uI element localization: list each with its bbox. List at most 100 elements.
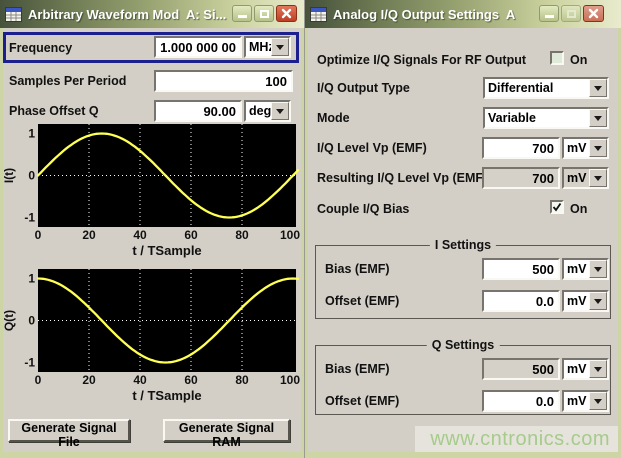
i-offset-input[interactable] bbox=[482, 290, 560, 312]
maximize-button[interactable] bbox=[561, 5, 581, 22]
iq-output-type-value: Differential bbox=[485, 79, 589, 97]
phase-unit-combo[interactable]: deg bbox=[244, 100, 291, 122]
q-bias-unit-value: mV bbox=[564, 360, 589, 378]
q-offset-unit-button[interactable] bbox=[589, 392, 607, 410]
minimize-button[interactable] bbox=[539, 5, 559, 22]
svg-text:60: 60 bbox=[184, 228, 198, 242]
q-offset-unit-combo[interactable]: mV bbox=[562, 390, 609, 412]
close-icon bbox=[588, 8, 599, 19]
optimize-state-label: On bbox=[570, 53, 588, 67]
iq-level-unit-button[interactable] bbox=[589, 139, 607, 157]
i-bias-unit-combo[interactable]: mV bbox=[562, 258, 609, 280]
dropdown-arrow-icon bbox=[594, 266, 602, 272]
close-button[interactable] bbox=[583, 5, 604, 22]
dropdown-arrow-icon bbox=[594, 398, 602, 404]
q-bias-unit-combo[interactable]: mV bbox=[562, 358, 609, 380]
resulting-iq-level-unit-button bbox=[589, 169, 607, 187]
iq-level-label: I/Q Level Vp (EMF) bbox=[317, 141, 427, 155]
right-window-title: Analog I/Q Output Settings A bbox=[333, 6, 516, 22]
iq-level-unit-value: mV bbox=[564, 139, 589, 157]
phase-offset-q-label: Phase Offset Q bbox=[9, 104, 99, 118]
close-button[interactable] bbox=[276, 5, 297, 22]
minimize-button[interactable] bbox=[232, 5, 252, 22]
watermark-text: www.cntronics.com bbox=[430, 427, 610, 450]
svg-text:0: 0 bbox=[28, 169, 35, 183]
dropdown-arrow-icon bbox=[594, 145, 602, 151]
iq-level-unit-combo[interactable]: mV bbox=[562, 137, 609, 159]
left-window-title: Arbitrary Waveform Mod A: Si... bbox=[28, 6, 227, 22]
frequency-unit-button[interactable] bbox=[271, 38, 289, 56]
mode-value: Variable bbox=[485, 109, 589, 127]
window-icon bbox=[5, 6, 22, 22]
iq-level-input[interactable] bbox=[482, 137, 560, 159]
svg-text:100: 100 bbox=[280, 228, 300, 242]
iq-output-type-label: I/Q Output Type bbox=[317, 81, 410, 95]
svg-text:-1: -1 bbox=[24, 356, 35, 370]
i-settings-title: I Settings bbox=[429, 238, 497, 252]
samples-per-period-label: Samples Per Period bbox=[9, 74, 127, 88]
svg-text:40: 40 bbox=[133, 373, 147, 387]
svg-text:80: 80 bbox=[235, 228, 249, 242]
resulting-iq-level-input bbox=[482, 167, 560, 189]
frequency-label: Frequency bbox=[9, 41, 73, 55]
left-titlebar[interactable]: Arbitrary Waveform Mod A: Si... bbox=[0, 0, 304, 28]
mode-label: Mode bbox=[317, 111, 350, 125]
dropdown-arrow-icon bbox=[276, 44, 284, 50]
mode-dropdown[interactable]: Variable bbox=[483, 107, 609, 129]
checkmark-icon bbox=[552, 202, 562, 212]
generate-signal-file-button[interactable]: Generate Signal File bbox=[8, 419, 130, 449]
svg-text:20: 20 bbox=[82, 373, 96, 387]
iq-output-type-button[interactable] bbox=[589, 79, 607, 97]
dropdown-arrow-icon bbox=[594, 298, 602, 304]
samples-per-period-input[interactable] bbox=[154, 70, 293, 92]
svg-text:0: 0 bbox=[35, 373, 42, 387]
maximize-icon bbox=[566, 9, 576, 18]
right-titlebar[interactable]: Analog I/Q Output Settings A bbox=[305, 0, 621, 28]
watermark-band: www.cntronics.com bbox=[415, 426, 618, 452]
close-icon bbox=[281, 8, 292, 19]
i-bias-input[interactable] bbox=[482, 258, 560, 280]
resulting-iq-level-unit-combo: mV bbox=[562, 167, 609, 189]
q-bias-input bbox=[482, 358, 560, 380]
couple-iq-bias-state-label: On bbox=[570, 202, 588, 216]
maximize-icon bbox=[259, 9, 269, 18]
generate-signal-ram-button[interactable]: Generate Signal RAM bbox=[163, 419, 290, 449]
dropdown-arrow-icon bbox=[594, 366, 602, 372]
svg-text:100: 100 bbox=[280, 373, 300, 387]
svg-text:1: 1 bbox=[28, 127, 35, 141]
i-offset-unit-combo[interactable]: mV bbox=[562, 290, 609, 312]
phase-offset-q-input[interactable] bbox=[154, 100, 242, 122]
optimize-label: Optimize I/Q Signals For RF Output bbox=[317, 53, 527, 67]
maximize-button[interactable] bbox=[254, 5, 274, 22]
svg-text:0: 0 bbox=[35, 228, 42, 242]
minimize-icon bbox=[237, 15, 247, 18]
minimize-icon bbox=[544, 15, 554, 18]
frequency-input[interactable] bbox=[154, 36, 242, 58]
dropdown-arrow-icon bbox=[594, 85, 602, 91]
phase-unit-button[interactable] bbox=[271, 102, 289, 120]
q-bias-label: Bias (EMF) bbox=[325, 362, 390, 376]
mode-button[interactable] bbox=[589, 109, 607, 127]
svg-text:20: 20 bbox=[82, 228, 96, 242]
i-offset-unit-button[interactable] bbox=[589, 292, 607, 310]
i-bias-unit-button[interactable] bbox=[589, 260, 607, 278]
window-icon bbox=[310, 6, 327, 22]
frequency-unit-combo[interactable]: MHz bbox=[244, 36, 291, 58]
optimize-checkbox[interactable] bbox=[550, 51, 564, 65]
q-settings-group: Q Settings bbox=[315, 338, 611, 415]
i-settings-group: I Settings bbox=[315, 238, 611, 319]
i-bias-unit-value: mV bbox=[564, 260, 589, 278]
q-offset-unit-value: mV bbox=[564, 392, 589, 410]
q-bias-unit-button[interactable] bbox=[589, 360, 607, 378]
left-client-area bbox=[3, 28, 301, 452]
couple-iq-bias-checkbox[interactable] bbox=[550, 200, 564, 214]
couple-iq-bias-label: Couple I/Q Bias bbox=[317, 202, 410, 216]
q-offset-input[interactable] bbox=[482, 390, 560, 412]
q-settings-title: Q Settings bbox=[426, 338, 500, 352]
i-offset-unit-value: mV bbox=[564, 292, 589, 310]
iq-output-type-dropdown[interactable]: Differential bbox=[483, 77, 609, 99]
q-offset-label: Offset (EMF) bbox=[325, 394, 400, 408]
